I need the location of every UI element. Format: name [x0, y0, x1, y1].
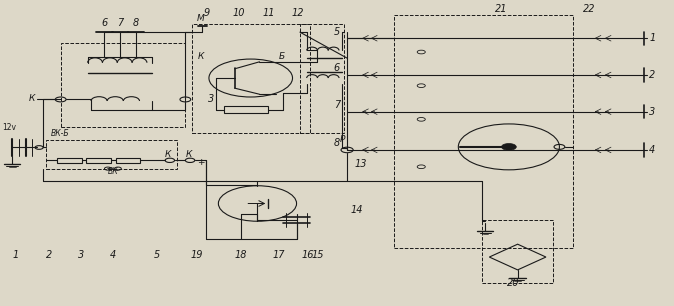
- Text: 3: 3: [78, 250, 84, 260]
- Text: 7: 7: [117, 18, 123, 28]
- Text: 1: 1: [12, 250, 18, 260]
- Text: ВК-Б: ВК-Б: [51, 129, 69, 138]
- Text: 10: 10: [233, 8, 245, 18]
- Text: 15: 15: [311, 250, 324, 260]
- Text: 6: 6: [334, 63, 340, 73]
- Text: 4: 4: [649, 145, 655, 155]
- Text: 21: 21: [495, 4, 508, 14]
- Text: ВК: ВК: [108, 167, 119, 176]
- Text: 5: 5: [154, 250, 160, 260]
- Bar: [116, 158, 140, 163]
- Text: 22: 22: [583, 4, 596, 14]
- Text: 19: 19: [190, 250, 203, 260]
- Text: 20: 20: [507, 278, 520, 288]
- Text: К: К: [198, 52, 204, 61]
- Text: К: К: [185, 150, 191, 159]
- Text: 14: 14: [350, 205, 363, 215]
- Text: 4: 4: [110, 250, 116, 260]
- Text: К: К: [165, 150, 171, 159]
- Text: 12v: 12v: [2, 123, 16, 132]
- Text: 16: 16: [302, 250, 315, 260]
- Text: +: +: [197, 158, 205, 167]
- Text: 2: 2: [649, 70, 655, 80]
- Text: 3: 3: [208, 94, 214, 104]
- Bar: [86, 158, 111, 163]
- Text: К: К: [28, 94, 34, 103]
- Circle shape: [501, 144, 516, 150]
- Text: М: М: [197, 14, 204, 24]
- Text: 18: 18: [235, 250, 247, 260]
- Text: 3: 3: [649, 107, 655, 117]
- Text: 12: 12: [291, 8, 304, 18]
- Text: 8: 8: [133, 18, 140, 28]
- Text: 9: 9: [204, 8, 210, 18]
- Text: 17: 17: [273, 250, 286, 260]
- Text: 2: 2: [46, 250, 52, 260]
- Bar: [224, 106, 268, 113]
- Text: 8: 8: [334, 138, 340, 148]
- Text: 1: 1: [649, 33, 655, 43]
- Text: 11: 11: [263, 8, 276, 18]
- Text: 7: 7: [334, 100, 340, 110]
- Text: 5: 5: [334, 27, 340, 37]
- Text: Р: Р: [340, 135, 345, 144]
- Text: Б: Б: [278, 52, 284, 61]
- Text: 6: 6: [101, 18, 108, 28]
- Bar: [57, 158, 82, 163]
- Text: 13: 13: [355, 159, 367, 169]
